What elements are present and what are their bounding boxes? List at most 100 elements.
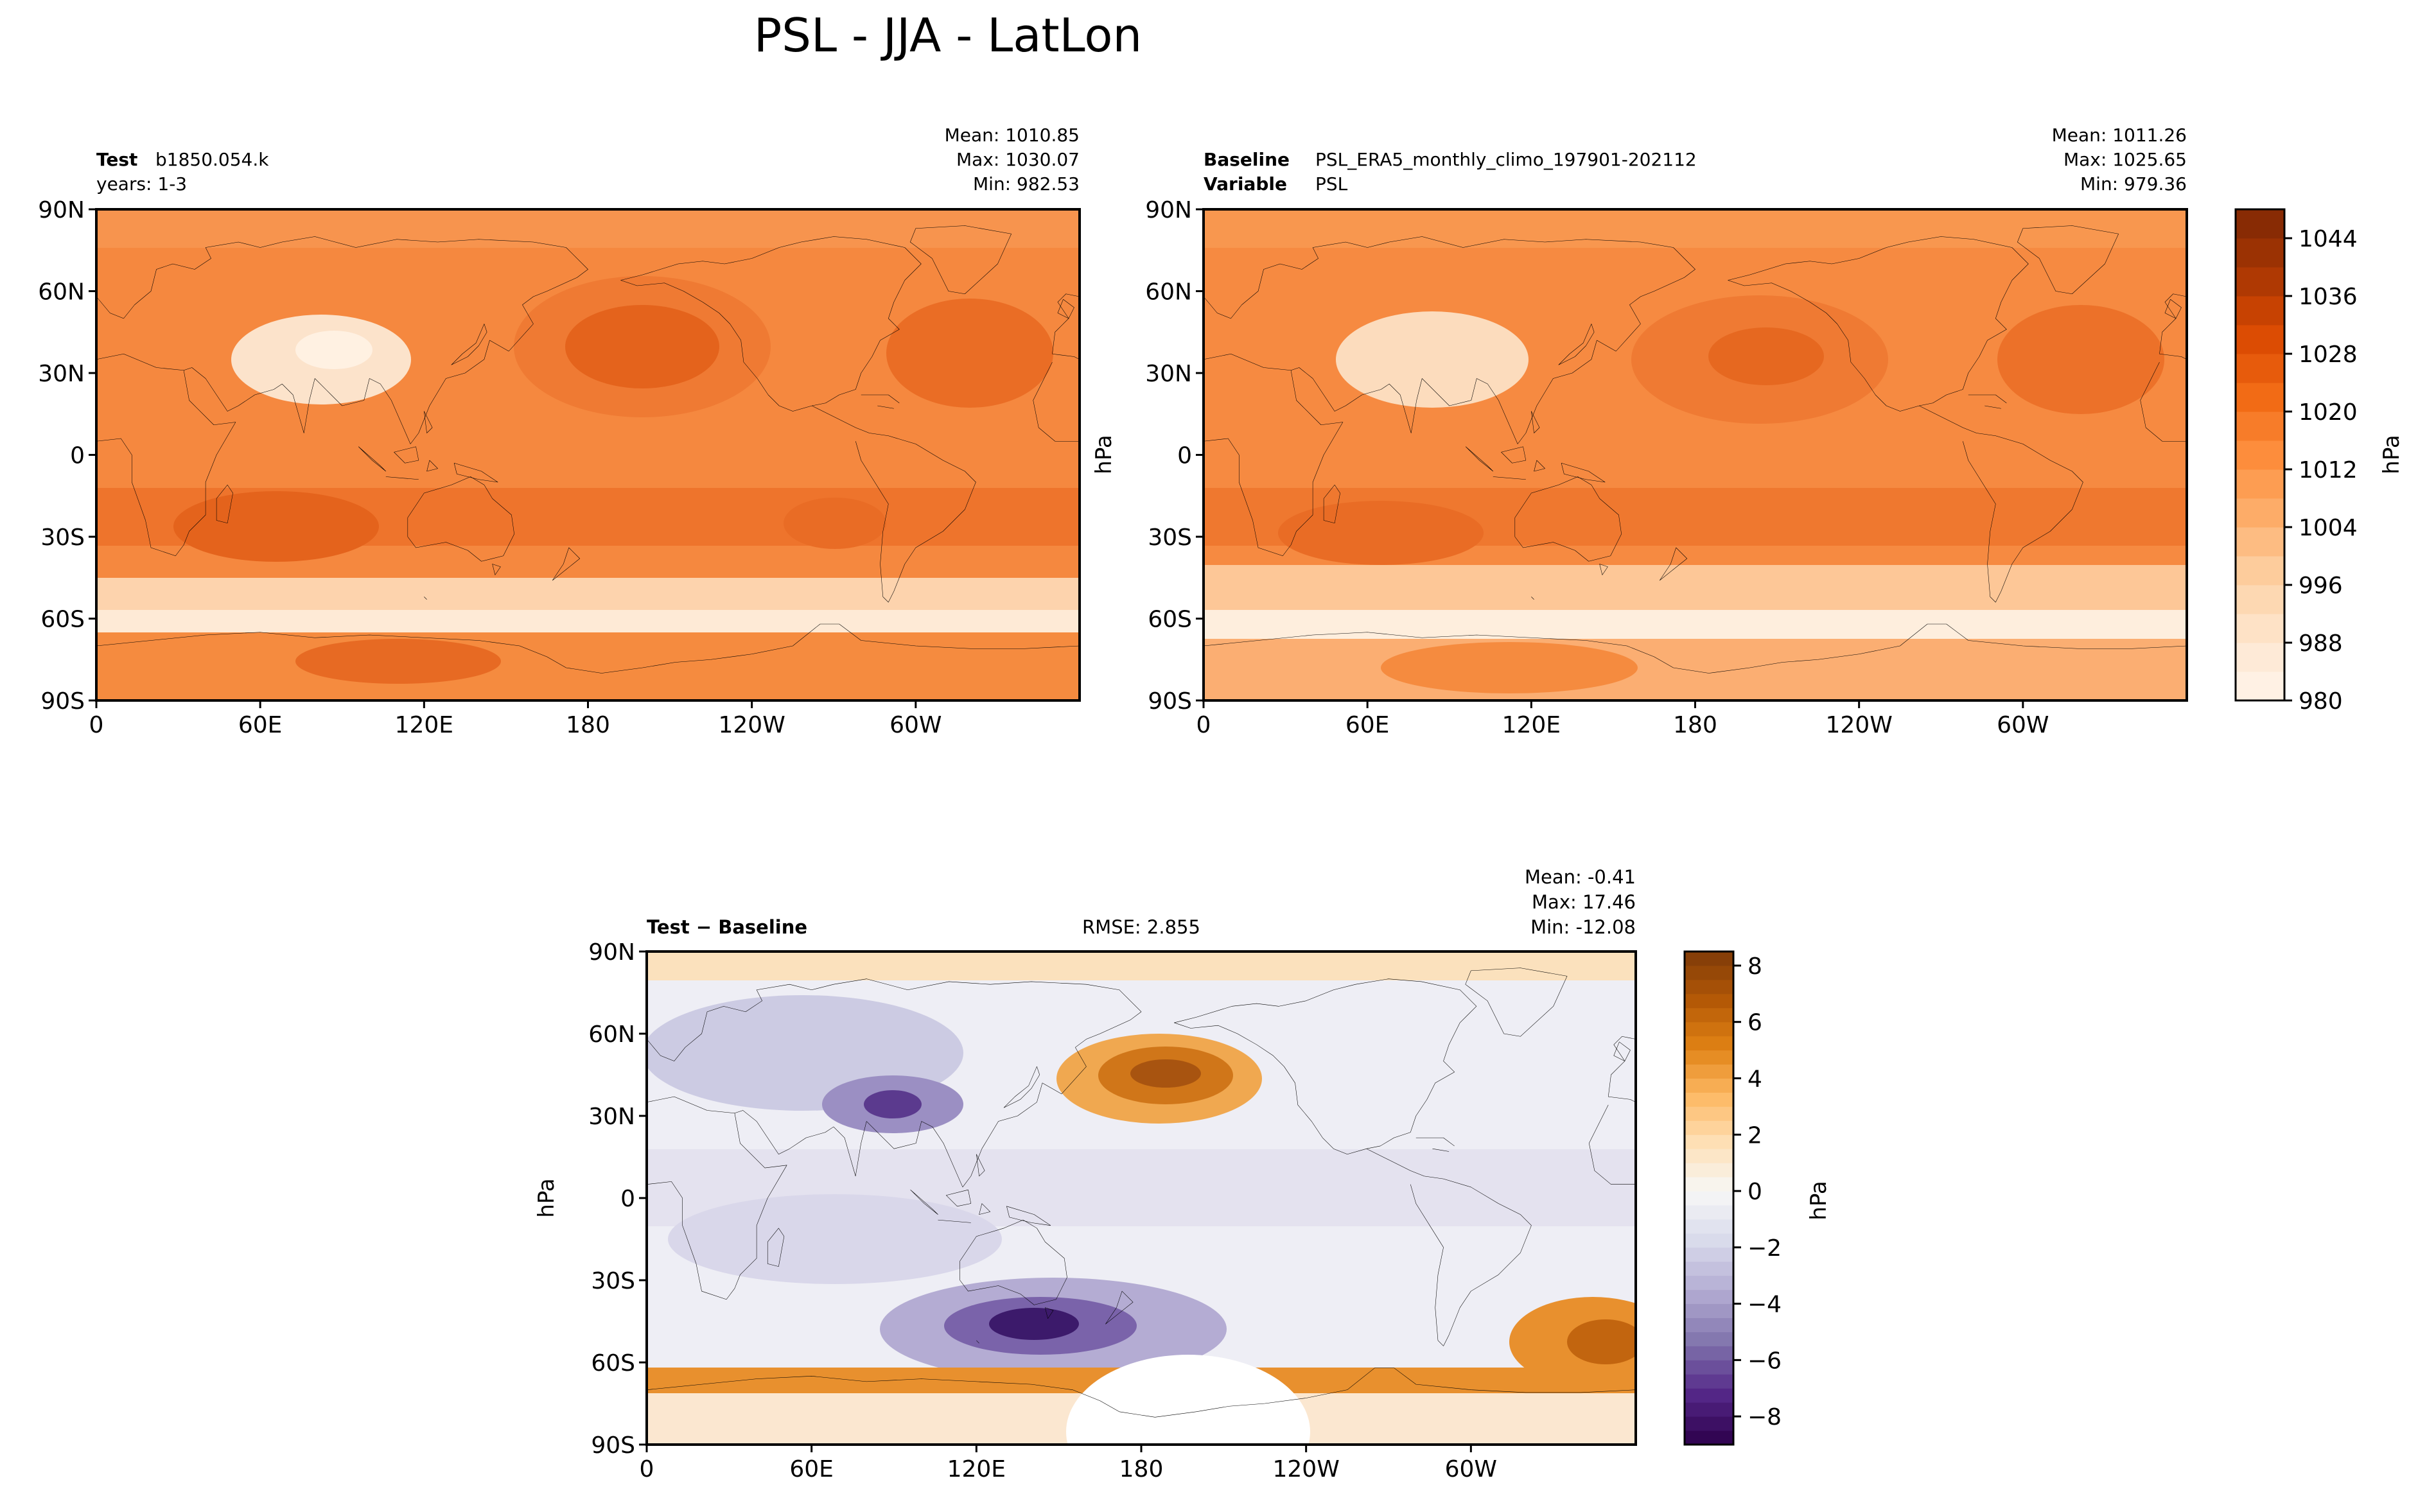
psl-colorbar-tick-label: 1044: [2299, 226, 2358, 252]
diff-colorbar-label: hPa: [1806, 1181, 1832, 1220]
test-map: [96, 209, 1080, 700]
lat-tick-label: 60N: [38, 279, 85, 305]
baseline-min: Min: 979.36: [2080, 173, 2187, 195]
baseline-label-value: PSL_ERA5_monthly_climo_197901-202112: [1315, 149, 1697, 170]
psl-colorbar-tick-label: 1028: [2299, 342, 2358, 368]
diff-colorbar-tick-label: −6: [1748, 1348, 1782, 1374]
diff-colorbar-blocks: [1685, 952, 1733, 1445]
diff-colorbar-block: [1685, 1149, 1733, 1163]
diff-colorbar-block: [1685, 952, 1733, 966]
panel-baseline: Baseline PSL_ERA5_monthly_climo_197901-2…: [1091, 125, 2188, 738]
psl-colorbar-block: [2236, 238, 2284, 268]
test-max: Max: 1030.07: [956, 149, 1080, 170]
psl-colorbar-frame: [2234, 208, 2286, 702]
diff-colorbar-block: [1685, 1430, 1733, 1445]
diff-colorbar-block: [1685, 1163, 1733, 1177]
test-azores-high: [886, 299, 1053, 408]
lat-tick-label: 0: [620, 1186, 635, 1212]
test-np-high: [565, 305, 719, 388]
diff-colorbar-block: [1685, 1303, 1733, 1319]
diff-rmse: RMSE: 2.855: [1082, 916, 1200, 938]
diff-colorbar-block: [1685, 1360, 1733, 1375]
lat-tick-label: 90S: [40, 688, 85, 715]
psl-colorbar-blocks: [2236, 209, 2284, 701]
diff-colorbar-block: [1685, 1402, 1733, 1417]
baseline-lat-ticks: 90N 60N 30N 0 30S 60S 90S: [1145, 197, 1204, 715]
diff-colorbar-block: [1685, 1346, 1733, 1360]
psl-colorbar-block: [2236, 498, 2284, 528]
diff-colorbar-block: [1685, 1106, 1733, 1121]
diff-map: [647, 952, 1636, 1445]
psl-colorbar-block: [2236, 354, 2284, 383]
lon-tick-label: 60E: [1345, 712, 1390, 738]
lat-tick-label: 90N: [1145, 197, 1192, 223]
diff-colorbar: 8 6 4 2 0 −2 −4 −6 −8 hPa: [1683, 950, 1832, 1446]
diff-south-atlantic-positive-core: [1567, 1319, 1636, 1364]
test-label-value: b1850.054.k: [155, 149, 269, 170]
lat-tick-label: 0: [1177, 442, 1192, 469]
psl-colorbar-block: [2236, 643, 2284, 672]
test-arctic-band: [96, 209, 1080, 248]
baseline-azores-high: [1997, 305, 2164, 414]
baseline-label-bold: Baseline: [1204, 149, 1290, 170]
baseline-asian-low: [1336, 311, 1529, 408]
diff-colorbar-block: [1685, 1064, 1733, 1079]
lon-tick-label: 120E: [947, 1456, 1006, 1482]
panel-test: Test b1850.054.k years: 1-3 Mean: 1010.8…: [38, 125, 1081, 738]
lat-tick-label: 60N: [588, 1021, 635, 1048]
psl-colorbar-block: [2236, 614, 2284, 643]
baseline-variable-bold: Variable: [1204, 173, 1287, 195]
lon-tick-label: 60E: [789, 1456, 834, 1482]
lat-tick-label: 60S: [591, 1350, 635, 1377]
diff-colorbar-block: [1685, 1021, 1733, 1037]
psl-colorbar-block: [2236, 267, 2284, 297]
lat-tick-label: 30N: [38, 361, 85, 387]
psl-colorbar-block: [2236, 672, 2284, 701]
baseline-mean: Mean: 1011.26: [2052, 125, 2187, 146]
test-min: Min: 982.53: [973, 173, 1080, 195]
figure-title: PSL - JJA - LatLon: [754, 8, 1142, 62]
diff-colorbar-tick-label: −8: [1748, 1404, 1782, 1430]
baseline-variable-value: PSL: [1315, 173, 1348, 195]
psl-colorbar-block: [2236, 556, 2284, 586]
diff-colorbar-tick-label: 6: [1748, 1010, 1762, 1036]
diff-ylabel: hPa: [534, 1178, 559, 1217]
psl-colorbar-tick-label: 980: [2299, 688, 2343, 715]
psl-colorbar-block: [2236, 296, 2284, 326]
diff-colorbar-tick-label: −4: [1748, 1292, 1782, 1318]
diff-max: Max: 17.46: [1532, 891, 1636, 913]
diff-colorbar-block: [1685, 1120, 1733, 1135]
lat-tick-label: 90N: [588, 939, 635, 966]
psl-colorbar-block: [2236, 383, 2284, 412]
lon-tick-label: 120W: [1826, 712, 1893, 738]
diff-colorbar-block: [1685, 1007, 1733, 1023]
psl-colorbar-tick-label: 1020: [2299, 399, 2358, 426]
diff-label: Test − Baseline: [647, 916, 807, 938]
psl-colorbar-label: hPa: [2379, 435, 2405, 474]
lon-tick-label: 60W: [889, 712, 942, 738]
lat-tick-label: 30S: [40, 525, 85, 551]
diff-min: Min: -12.08: [1530, 916, 1636, 938]
diff-colorbar-tick-label: 8: [1748, 953, 1762, 980]
psl-colorbar-block: [2236, 412, 2284, 441]
diff-colorbar-tick-label: 4: [1748, 1066, 1762, 1092]
psl-colorbar-tick-label: 1036: [2299, 284, 2358, 310]
psl-colorbar-block: [2236, 469, 2284, 499]
psl-colorbar-block: [2236, 440, 2284, 470]
test-so-light: [96, 610, 1080, 632]
baseline-antarctic-band: [1204, 639, 2187, 700]
test-io-high: [173, 491, 379, 562]
lon-tick-label: 60E: [238, 712, 283, 738]
lon-tick-label: 60W: [1997, 712, 2049, 738]
diff-colorbar-block: [1685, 965, 1733, 980]
lat-tick-label: 90S: [1148, 688, 1192, 715]
test-lat-ticks: 90N 60N 30N 0 30S 60S 90S: [38, 197, 96, 715]
diff-ross-masked: [1066, 1355, 1310, 1445]
test-mean: Mean: 1010.85: [945, 125, 1080, 146]
lat-tick-label: 30S: [591, 1268, 635, 1294]
psl-colorbar-tick-label: 1004: [2299, 515, 2358, 541]
psl-colorbar-ticks: 1044 1036 1028 1020 1012 1004 996 988 980: [2284, 226, 2358, 715]
psl-colorbar-block: [2236, 209, 2284, 239]
diff-np-positive-core: [1130, 1059, 1201, 1088]
